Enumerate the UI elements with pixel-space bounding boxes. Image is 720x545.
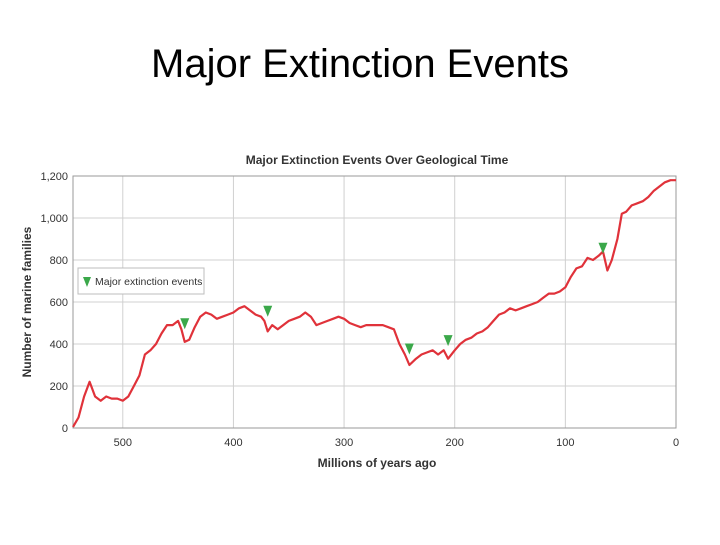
y-tick-label: 600 [50, 297, 68, 309]
y-tick-label: 400 [50, 339, 68, 351]
extinction-markers [180, 242, 608, 355]
slide-title: Major Extinction Events [151, 42, 569, 86]
y-tick-label: 200 [50, 381, 68, 393]
legend-marker-triangle [83, 277, 91, 287]
axis-ticks: 500 400 300 200 100 0 0 200 400 600 800 1,000 1,200 [40, 171, 679, 449]
legend-entry: Major extinction events [95, 276, 202, 288]
legend: Major extinction events [77, 267, 205, 295]
extinction-marker [263, 305, 273, 317]
y-tick-label: 800 [50, 255, 68, 267]
legend-box [77, 267, 205, 295]
plot-frame [72, 175, 677, 429]
series-line [72, 179, 676, 428]
x-tick-label: 200 [446, 437, 464, 449]
y-tick-label: 1,200 [40, 171, 68, 183]
x-axis-label: Millions of years ago [318, 456, 437, 470]
y-tick-label: 0 [62, 423, 68, 435]
extinction-marker [443, 335, 453, 347]
grid [73, 175, 677, 429]
series-lines [72, 179, 676, 428]
y-axis-label: Number of marine families [20, 226, 34, 377]
extinction-marker [598, 242, 608, 254]
extinction-marker [404, 343, 414, 355]
x-tick-label: 500 [114, 437, 132, 449]
chart-title: Major Extinction Events Over Geological … [246, 153, 509, 167]
y-tick-label: 1,000 [40, 213, 68, 225]
x-tick-label: 100 [556, 437, 574, 449]
extinction-marker [180, 318, 190, 330]
x-tick-label: 300 [335, 437, 353, 449]
x-tick-label: 400 [224, 437, 242, 449]
x-tick-label: 0 [673, 437, 679, 449]
